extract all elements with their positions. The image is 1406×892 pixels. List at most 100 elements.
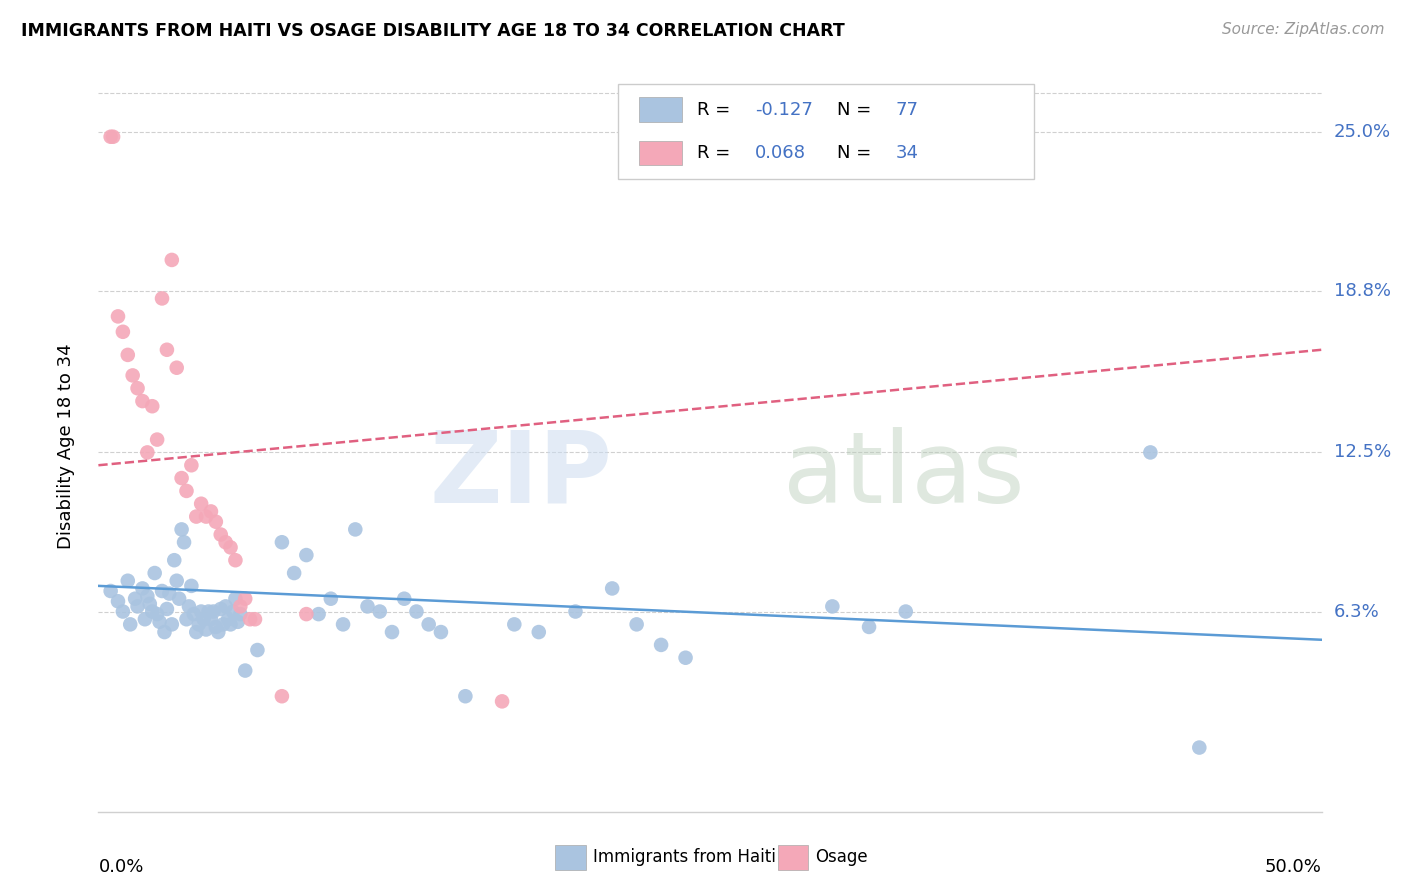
Point [626,617,648,632]
Point [209,602,232,616]
Point [270,690,294,704]
Point [894,605,917,619]
Point [187,617,209,632]
Point [166,574,188,588]
Point [160,617,183,632]
Point [392,591,416,606]
Point [229,607,252,621]
Point [150,292,173,306]
Text: 77: 77 [896,101,920,119]
Text: Osage: Osage [815,848,868,866]
Point [283,566,305,580]
Text: 6.3%: 6.3% [1334,602,1379,621]
Text: R =: R = [696,101,735,119]
Point [295,607,318,621]
Point [136,589,159,603]
Point [170,523,193,537]
Point [200,612,222,626]
Point [209,527,232,541]
Point [821,599,844,614]
Point [200,504,222,518]
Point [430,625,453,640]
Point [193,612,215,626]
FancyBboxPatch shape [619,84,1035,179]
Point [163,553,186,567]
Point [1188,740,1211,755]
Point [858,620,880,634]
Point [186,509,208,524]
Point [219,617,242,632]
Point [243,612,266,626]
Point [344,523,367,537]
Point [141,605,163,619]
Point [650,638,672,652]
Point [111,605,134,619]
Point [222,605,245,619]
Point [295,548,318,562]
Text: Immigrants from Haiti: Immigrants from Haiti [593,848,776,866]
Point [195,509,218,524]
Point [239,612,262,626]
Point [454,690,477,704]
Point [136,445,159,459]
Point [405,605,427,619]
Point [527,625,550,640]
Point [246,643,269,657]
Text: Source: ZipAtlas.com: Source: ZipAtlas.com [1222,22,1385,37]
Point [368,605,391,619]
Text: N =: N = [837,101,877,119]
Point [270,535,294,549]
Point [233,591,256,606]
Point [143,566,166,580]
Point [160,252,183,267]
Point [134,612,156,626]
Point [190,605,212,619]
Text: 34: 34 [896,145,920,162]
Point [117,348,139,362]
Point [146,433,169,447]
Point [157,586,180,600]
Point [127,381,149,395]
Point [180,458,202,473]
Point [177,599,200,614]
Text: 0.068: 0.068 [755,145,806,162]
Point [107,594,129,608]
Point [124,591,146,606]
Point [308,607,330,621]
Point [214,599,236,614]
Point [219,541,242,555]
Point [101,129,124,144]
Point [503,617,526,632]
Point [183,607,205,621]
Point [356,599,378,614]
Point [149,615,172,629]
Point [176,612,198,626]
Point [1139,445,1161,459]
Point [675,650,697,665]
Point [107,310,129,324]
Text: 25.0%: 25.0% [1334,122,1391,141]
Point [111,325,134,339]
Point [146,607,169,621]
FancyBboxPatch shape [640,141,682,166]
Point [418,617,440,632]
Point [381,625,404,640]
Point [332,617,354,632]
Point [197,605,219,619]
Point [139,597,162,611]
Text: ZIP: ZIP [429,426,612,524]
Text: IMMIGRANTS FROM HAITI VS OSAGE DISABILITY AGE 18 TO 34 CORRELATION CHART: IMMIGRANTS FROM HAITI VS OSAGE DISABILIT… [21,22,845,40]
Text: -0.127: -0.127 [755,101,813,119]
Point [491,694,513,708]
Point [131,582,153,596]
Y-axis label: Disability Age 18 to 34: Disability Age 18 to 34 [56,343,75,549]
Point [173,535,195,549]
Point [202,605,225,619]
Point [226,615,249,629]
Point [600,582,623,596]
Point [156,602,179,616]
Point [153,625,176,640]
Point [127,599,149,614]
Point [205,620,228,634]
Point [121,368,143,383]
